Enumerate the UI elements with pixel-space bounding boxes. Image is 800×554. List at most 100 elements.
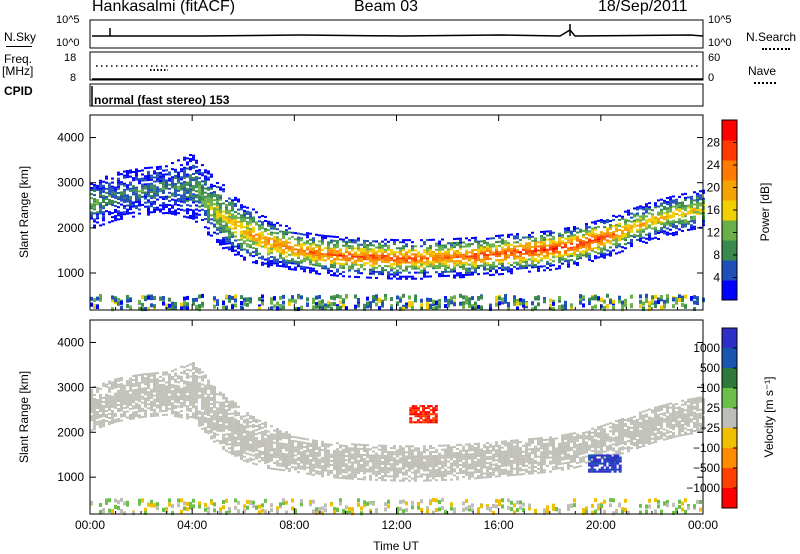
power-cell (549, 238, 552, 241)
power-cell (498, 296, 501, 301)
power-cell (225, 212, 228, 215)
power-cell (651, 227, 654, 230)
velocity-cell (93, 410, 96, 413)
power-cell (651, 217, 654, 220)
power-cell (312, 237, 315, 240)
velocity-cell (111, 508, 114, 513)
velocity-cell (276, 430, 279, 433)
power-cell (441, 262, 444, 265)
velocity-cell (297, 463, 300, 466)
velocity-cell (99, 410, 102, 413)
velocity-cell (216, 415, 219, 418)
velocity-cell (336, 466, 339, 469)
power-cell (561, 258, 564, 261)
power-cell (483, 248, 486, 251)
power-cell (333, 258, 336, 261)
power-cell (312, 263, 315, 266)
power-cell (150, 176, 153, 179)
velocity-cell (144, 415, 147, 418)
power-cell (183, 176, 186, 180)
power-cell (576, 261, 579, 264)
power-cell (612, 299, 615, 304)
velocity-cell (147, 393, 150, 396)
power-cell (195, 178, 198, 181)
power-cell (216, 200, 219, 203)
velocity-cell (264, 447, 267, 450)
velocity-cell (237, 432, 240, 435)
velocity-cell (228, 425, 231, 428)
power-cell (597, 242, 600, 245)
power-cell (534, 251, 537, 254)
velocity-cell (237, 438, 240, 441)
velocity-cell (204, 412, 207, 415)
power-cell (117, 198, 120, 201)
power-cell (546, 230, 549, 233)
power-cell (552, 301, 555, 306)
power-cell (372, 248, 375, 251)
velocity-cell (120, 393, 123, 396)
velocity-cell (171, 386, 174, 389)
power-cell (96, 188, 99, 191)
power-cell (147, 187, 150, 190)
velocity-cell (285, 437, 288, 440)
power-cell (684, 225, 687, 228)
velocity-cell (189, 399, 192, 402)
velocity-cell (288, 451, 291, 454)
power-cell (672, 225, 675, 228)
velocity-cell (339, 476, 342, 479)
power-cell (288, 249, 291, 252)
power-cell (522, 252, 525, 255)
power-cell (99, 193, 102, 197)
power-cell (159, 175, 162, 178)
power-cell (405, 269, 408, 272)
velocity-cell (312, 453, 315, 456)
power-cell (474, 265, 477, 268)
velocity-cell (282, 442, 285, 445)
power-cell (171, 180, 174, 183)
power-cell (588, 240, 591, 243)
power-cell (444, 250, 447, 253)
velocity-cell (198, 372, 201, 375)
noise-tick-left-bottom: 10^0 (56, 37, 80, 49)
velocity-cell (177, 381, 180, 384)
power-cell (600, 235, 603, 238)
power-cell (549, 248, 552, 251)
velocity-cell (315, 460, 318, 463)
power-cell (636, 228, 639, 231)
power-cell (675, 300, 678, 305)
power-cell (453, 262, 456, 265)
velocity-cell (195, 377, 198, 380)
velocity-cell (315, 466, 318, 469)
power-cell (345, 249, 348, 252)
power-cell (312, 257, 315, 260)
power-cell (483, 264, 486, 267)
power-cell (390, 277, 393, 280)
power-cell (387, 255, 390, 258)
velocity-cell (351, 471, 354, 474)
power-cell (321, 257, 324, 260)
power-cell (525, 250, 528, 253)
power-cell (153, 296, 156, 301)
velocity-cell (237, 436, 240, 439)
power-cell (663, 218, 666, 221)
power-cell (297, 256, 300, 260)
power-cell (237, 243, 240, 246)
velocity-cell (132, 383, 135, 386)
power-cell (102, 184, 105, 187)
power-cell (249, 231, 252, 234)
velocity-cell (93, 408, 96, 411)
power-cell (477, 267, 480, 270)
velocity-cell (135, 380, 138, 383)
power-cell (243, 218, 246, 221)
power-cell (363, 243, 366, 246)
power-cell (312, 269, 315, 272)
power-cell (156, 168, 159, 171)
power-cell (333, 254, 336, 257)
velocity-cell (270, 459, 273, 462)
velocity-cell (117, 500, 120, 505)
power-cell (132, 193, 135, 196)
velocity-cell (267, 444, 270, 447)
power-cell (399, 249, 402, 252)
power-cell (543, 255, 546, 258)
velocity-cell (237, 430, 240, 433)
